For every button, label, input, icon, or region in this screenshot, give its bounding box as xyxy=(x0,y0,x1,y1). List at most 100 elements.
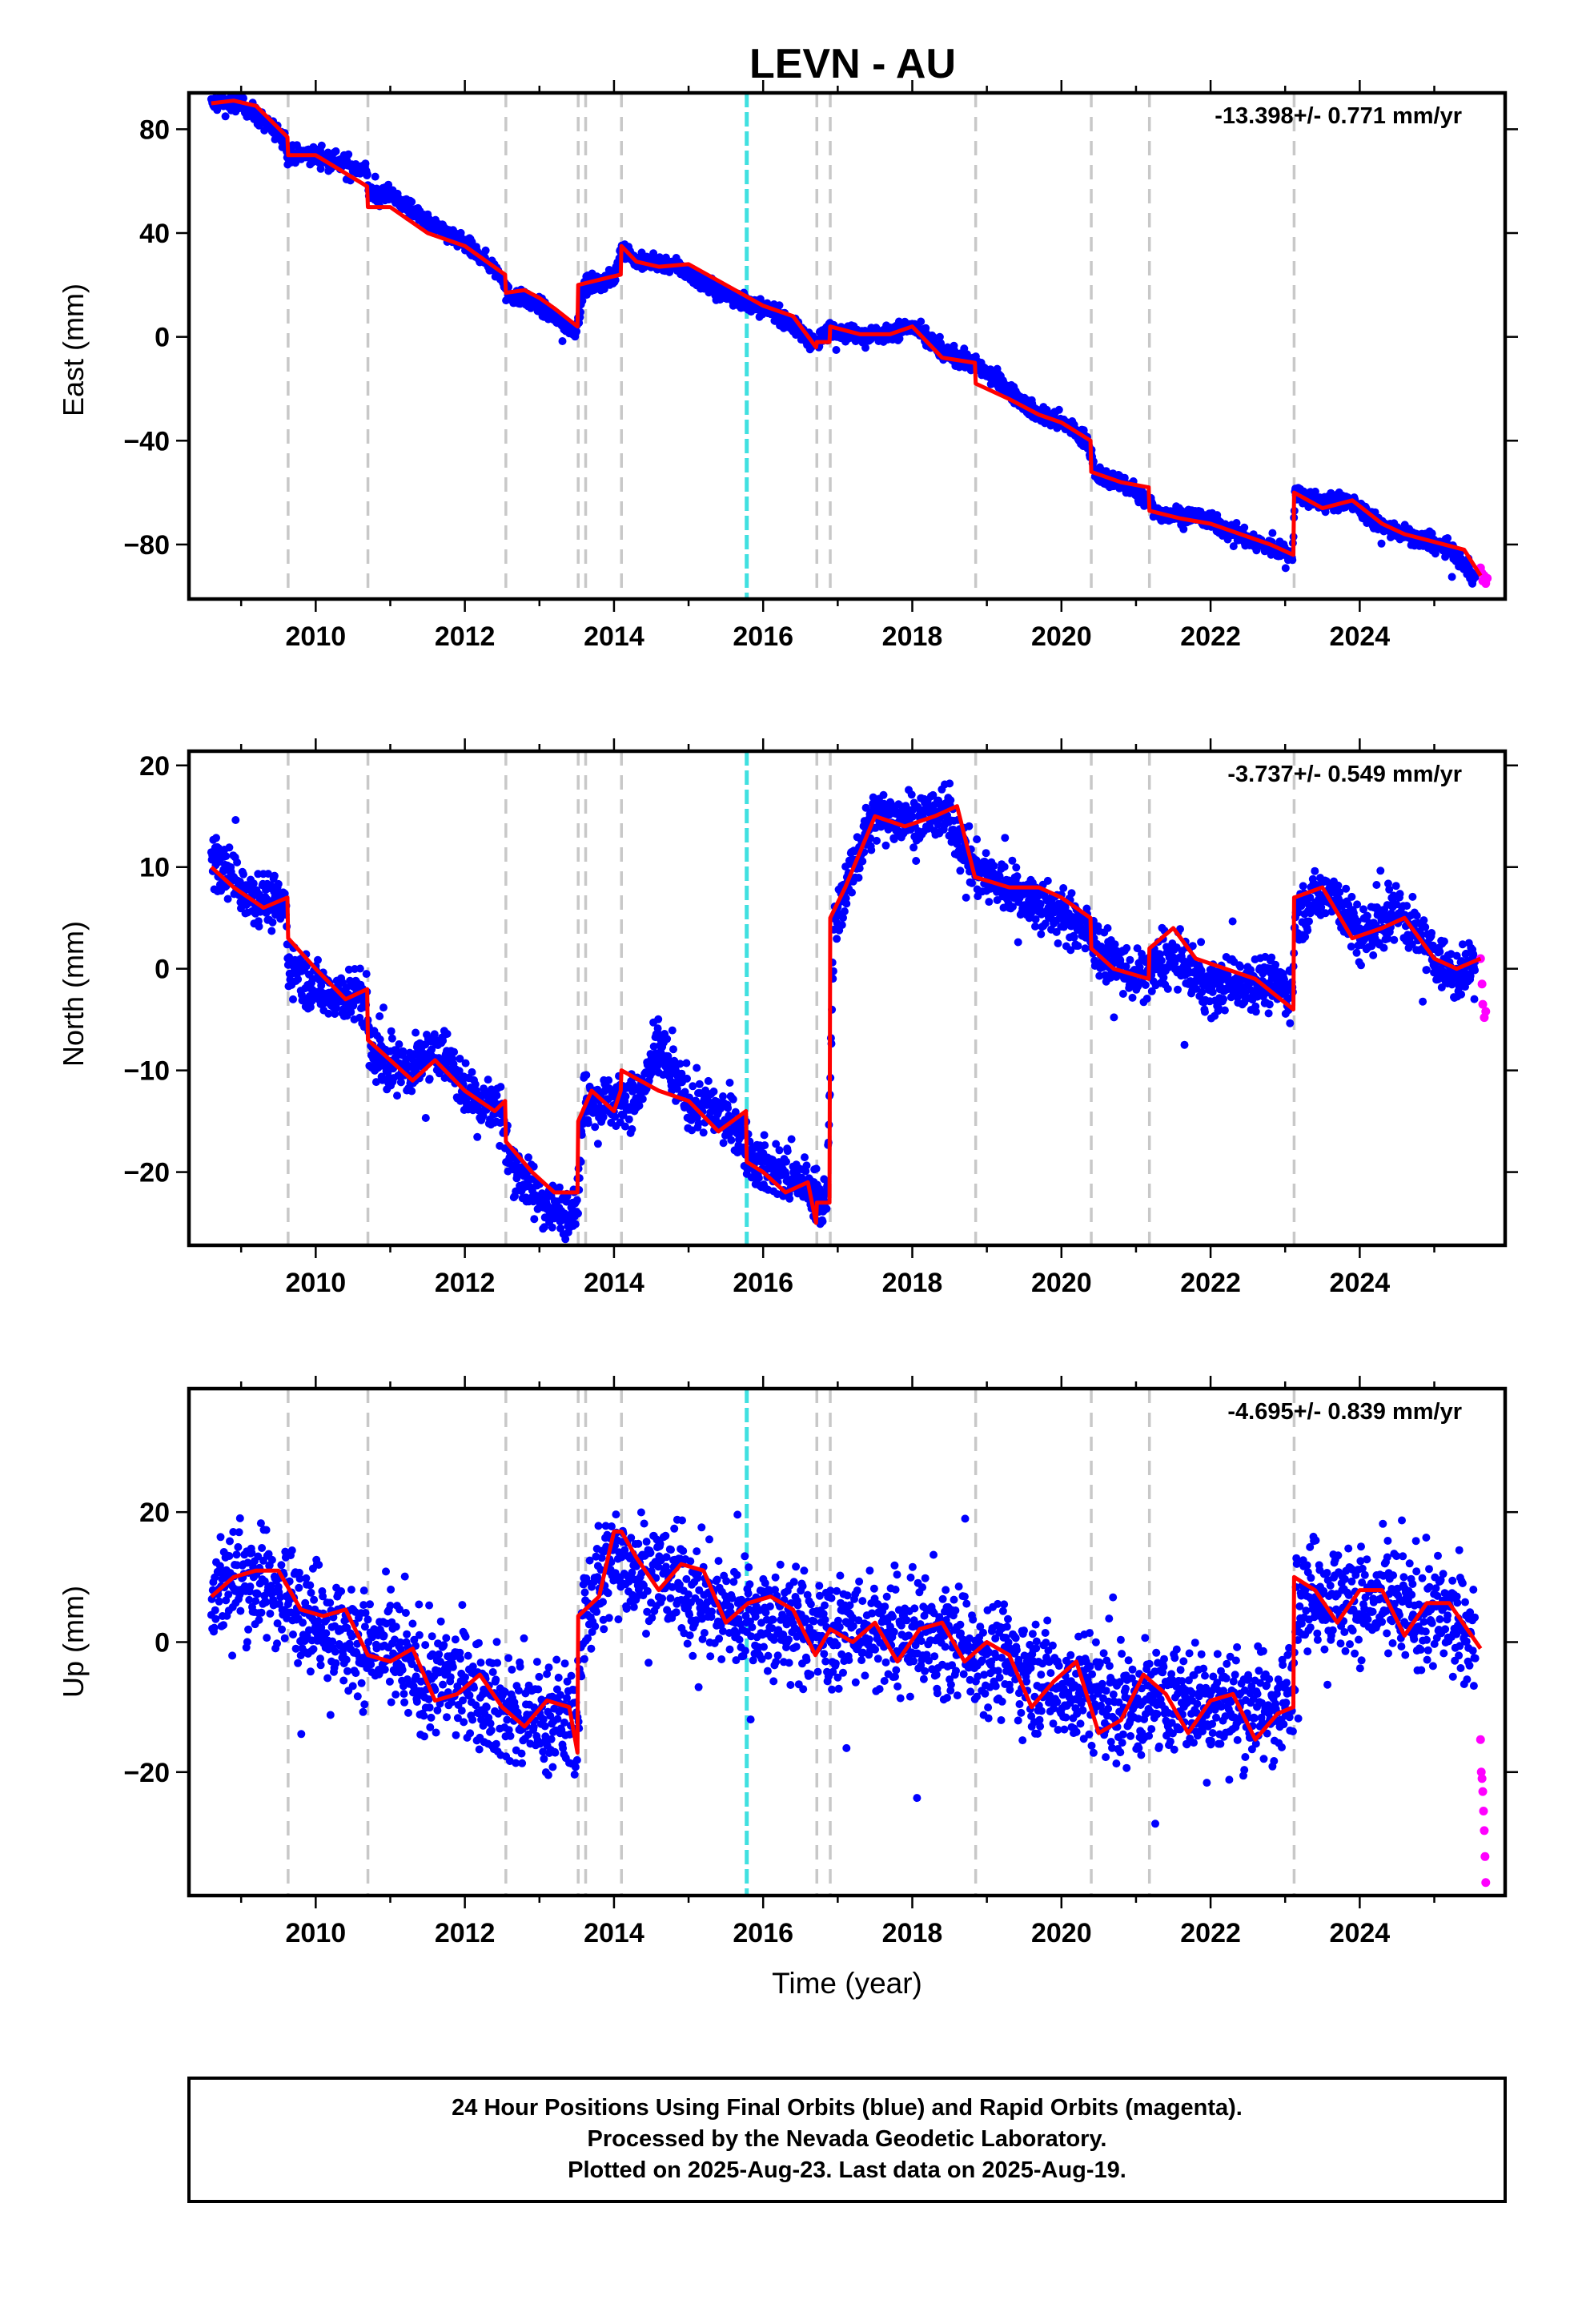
final-point xyxy=(1103,924,1112,932)
final-point xyxy=(540,1223,549,1232)
final-point xyxy=(1447,573,1456,581)
final-point xyxy=(235,878,244,886)
final-point xyxy=(842,899,851,908)
rapid-point xyxy=(1483,573,1492,583)
final-point xyxy=(289,995,297,1003)
final-point xyxy=(555,1183,564,1192)
final-point xyxy=(861,344,869,352)
final-point xyxy=(1236,963,1245,971)
final-point xyxy=(965,822,974,830)
final-point xyxy=(787,1135,796,1144)
final-point xyxy=(1120,473,1129,482)
final-point xyxy=(1126,955,1134,964)
x-tick-label: 2010 xyxy=(286,621,347,652)
final-point xyxy=(402,1055,411,1063)
final-point xyxy=(231,816,240,824)
final-point xyxy=(1037,930,1046,939)
final-point xyxy=(255,922,263,931)
final-point xyxy=(1174,985,1182,994)
plot-frame xyxy=(187,90,1508,601)
final-point xyxy=(1305,917,1313,926)
x-tick-label: 2012 xyxy=(435,621,496,652)
final-point xyxy=(1286,1019,1295,1027)
final-point xyxy=(472,1086,480,1095)
final-point xyxy=(693,1063,701,1072)
final-point xyxy=(1267,953,1276,962)
y-tick-label: 80 xyxy=(139,115,170,145)
final-point xyxy=(270,871,279,880)
final-point xyxy=(408,198,416,206)
final-point xyxy=(274,879,283,888)
final-point xyxy=(212,834,220,842)
final-point xyxy=(719,1092,727,1100)
final-point xyxy=(1110,940,1119,949)
final-point xyxy=(249,879,258,888)
final-point xyxy=(387,1034,396,1043)
final-point xyxy=(455,1067,464,1076)
final-point xyxy=(363,170,371,179)
final-point xyxy=(689,1082,697,1091)
final-point xyxy=(620,1122,629,1131)
final-point xyxy=(1110,1013,1118,1022)
final-point xyxy=(558,337,567,345)
final-point xyxy=(935,332,944,341)
final-point xyxy=(775,301,784,310)
final-point xyxy=(317,981,326,990)
final-point xyxy=(481,246,490,255)
final-point xyxy=(1000,862,1009,871)
final-point xyxy=(331,147,340,155)
final-point xyxy=(1288,556,1297,565)
chart-title: LEVN - AU xyxy=(749,41,956,87)
final-point xyxy=(1427,529,1436,538)
x-tick-label: 2016 xyxy=(733,621,793,652)
final-point xyxy=(973,835,982,844)
final-point xyxy=(801,1153,809,1162)
final-point xyxy=(1180,1040,1189,1049)
final-point xyxy=(1303,926,1312,935)
final-point xyxy=(638,1095,647,1104)
final-point xyxy=(492,1091,501,1100)
final-point xyxy=(1232,519,1241,527)
final-point xyxy=(917,317,926,326)
final-point xyxy=(221,112,230,121)
final-point xyxy=(468,1068,476,1076)
final-point xyxy=(867,846,876,854)
final-point xyxy=(571,1220,580,1228)
final-point xyxy=(837,921,846,929)
final-point xyxy=(669,1045,677,1054)
final-point xyxy=(591,1123,600,1132)
final-point xyxy=(909,843,918,852)
final-point xyxy=(371,1078,380,1087)
final-point xyxy=(471,1080,480,1088)
final-point xyxy=(412,1028,420,1037)
x-tick-label: 2014 xyxy=(584,621,644,652)
final-point xyxy=(704,1076,713,1085)
final-point xyxy=(782,1157,790,1166)
final-point xyxy=(1240,523,1249,532)
final-point xyxy=(578,296,587,305)
final-point xyxy=(729,1095,737,1104)
final-point xyxy=(1311,487,1319,496)
final-point xyxy=(1264,1009,1273,1018)
final-positions-series xyxy=(207,93,1480,588)
final-point xyxy=(396,1078,405,1087)
final-point xyxy=(461,1059,470,1068)
final-point xyxy=(649,249,658,258)
final-point xyxy=(761,1141,769,1150)
final-point xyxy=(267,927,276,935)
final-point xyxy=(1163,984,1172,993)
final-point xyxy=(654,1015,663,1023)
final-point xyxy=(408,1087,416,1096)
final-point xyxy=(425,1075,434,1084)
y-tick-label: −80 xyxy=(123,530,170,561)
final-point xyxy=(1054,405,1063,414)
final-point xyxy=(430,1030,439,1039)
final-point xyxy=(1013,872,1022,881)
final-point xyxy=(1431,549,1439,558)
final-point xyxy=(1142,995,1151,1003)
final-point xyxy=(1265,1000,1274,1009)
final-point xyxy=(854,874,863,882)
x-tick-label: 2018 xyxy=(882,621,943,652)
final-point xyxy=(1059,884,1068,892)
